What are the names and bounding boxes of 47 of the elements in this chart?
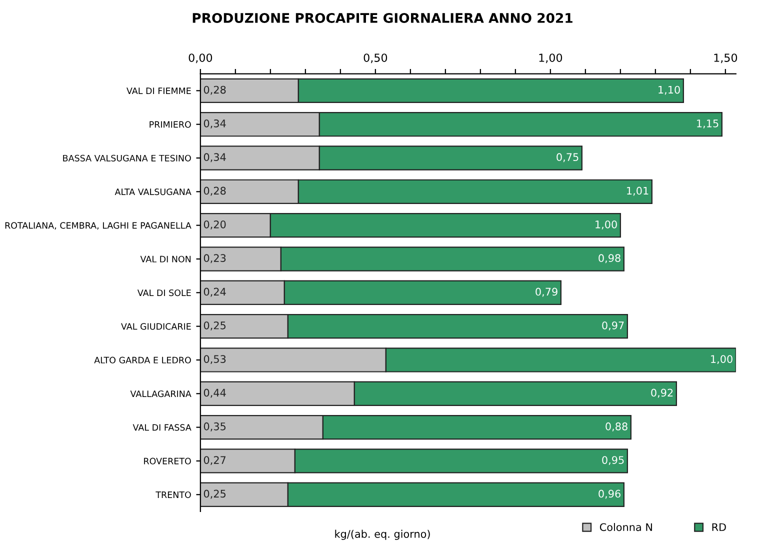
chart-title: PRODUZIONE PROCAPITE GIORNALIERA ANNO 2021 xyxy=(192,12,572,23)
y-tick-label: ROVERETO xyxy=(144,458,191,464)
data-label: 0,24 xyxy=(204,288,226,297)
x-tick-label: 1,00 xyxy=(539,54,562,64)
data-label: 1,00 xyxy=(596,220,617,230)
data-label: 0,98 xyxy=(598,254,620,264)
y-tick-label: VAL DI SOLE xyxy=(137,289,191,296)
data-label: 0,53 xyxy=(204,355,226,364)
x-axis-title: kg/(ab. eq. giorno) xyxy=(335,530,430,540)
data-label: 0,25 xyxy=(204,321,226,330)
data-label: 0,28 xyxy=(204,86,226,95)
data-label: 0,25 xyxy=(204,490,226,499)
data-label: 0,88 xyxy=(606,422,628,432)
data-label: 0,79 xyxy=(536,288,558,297)
y-tick-label: VALLAGARINA xyxy=(130,390,192,398)
data-label: 0,97 xyxy=(602,321,624,330)
y-tick-label: VAL DI NON xyxy=(140,256,191,262)
data-label: 0,96 xyxy=(598,490,620,499)
data-label: 0,34 xyxy=(204,153,226,162)
data-label: 1,10 xyxy=(658,86,680,95)
data-label: 0,28 xyxy=(204,186,226,196)
data-label: 0,35 xyxy=(204,422,226,432)
y-tick-label: PRIMIERO xyxy=(150,121,191,128)
data-label: 0,23 xyxy=(204,254,226,264)
y-tick-label: ALTA VALSUGANA xyxy=(114,188,192,196)
data-label: 0,27 xyxy=(204,456,226,466)
data-label: 0,95 xyxy=(602,456,624,466)
data-label: 0,34 xyxy=(204,119,226,128)
data-label: 0,20 xyxy=(204,220,226,230)
data-label: 1,01 xyxy=(627,186,648,196)
y-tick-label: VAL DI FIEMME xyxy=(126,88,191,94)
data-label: 0,92 xyxy=(651,388,673,398)
data-label: 1,15 xyxy=(697,120,718,128)
data-label: 0,44 xyxy=(204,388,226,398)
x-tick-label: 0,50 xyxy=(364,54,388,64)
data-label: 1,00 xyxy=(711,355,732,364)
y-tick-label: VAL GIUDICARIE xyxy=(121,323,191,330)
legend-label: RD xyxy=(712,523,726,531)
data-label: 0,75 xyxy=(556,153,578,162)
y-tick-label: TRENTO xyxy=(156,491,191,498)
y-tick-label: VAL DI FASSA xyxy=(132,424,192,431)
y-tick-label: BASSA VALSUGANA E TESINO xyxy=(63,154,191,162)
y-tick-label: ROTALIANA, CEMBRA, LAGHI E PAGANELLA xyxy=(5,222,192,230)
x-tick-label: 0,00 xyxy=(188,54,212,64)
legend-label: Colonna N xyxy=(600,523,652,532)
y-tick-label: ALTO GARDA E LEDRO xyxy=(94,356,191,364)
x-tick-label: 1,50 xyxy=(714,54,738,64)
